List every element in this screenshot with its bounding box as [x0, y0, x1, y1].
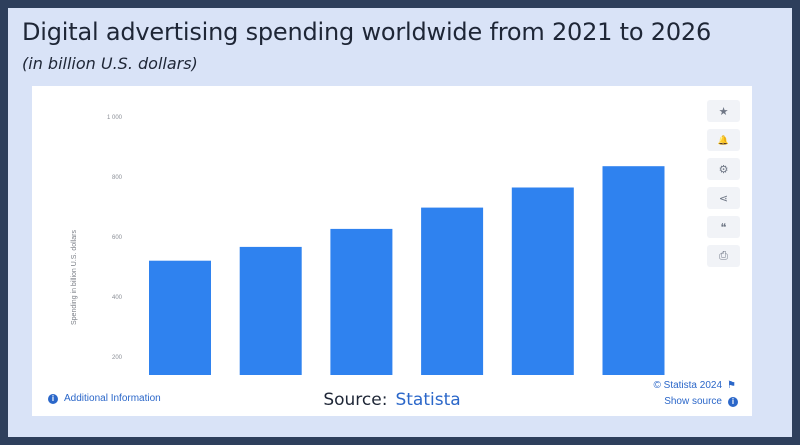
chart-panel: 200 400 600 800 1 000 Spending in billion U.…: [32, 86, 752, 416]
star-icon[interactable]: ★: [707, 100, 740, 122]
bar-2023[interactable]: [330, 228, 393, 375]
bar-2026[interactable]: [602, 166, 665, 375]
flag-icon: ⚑: [727, 380, 736, 391]
bar-2021[interactable]: [149, 260, 211, 375]
y-tick-label: 600: [112, 235, 123, 241]
show-source-label: Show source: [664, 396, 722, 407]
star-glyph: ★: [718, 105, 729, 118]
statista-credit[interactable]: © Statista 2024 ⚑: [654, 380, 737, 391]
source-label: Source:: [323, 390, 388, 410]
bar-chart: 200 400 600 800 1 000: [107, 115, 665, 376]
share-icon[interactable]: ⋖: [707, 187, 740, 209]
source-line: Source: Statista: [32, 390, 752, 410]
show-source-link[interactable]: Show source i: [664, 396, 738, 407]
additional-information-label: Additional Information: [64, 393, 161, 404]
gear-icon[interactable]: ⚙: [707, 158, 740, 180]
gear-glyph: ⚙: [718, 163, 729, 176]
bell-glyph: 🔔: [717, 134, 730, 145]
y-tick-label: 800: [112, 175, 123, 181]
bar-2024[interactable]: [421, 207, 484, 375]
y-axis-label: Spending in billion U.S. dollars: [71, 230, 78, 325]
chart-subtitle: (in billion U.S. dollars): [22, 54, 198, 73]
info-icon: i: [48, 393, 58, 404]
bar-2022[interactable]: [239, 246, 302, 375]
print-icon[interactable]: ⎙: [707, 245, 740, 267]
share-glyph: ⋖: [718, 192, 729, 205]
additional-information-link[interactable]: i Additional Information: [48, 393, 161, 404]
bar-2025[interactable]: [511, 187, 574, 376]
bell-icon[interactable]: 🔔: [707, 129, 740, 151]
y-tick-label: 1 000: [107, 115, 123, 121]
y-tick-label: 400: [112, 295, 123, 301]
info-icon: i: [728, 396, 738, 407]
credit-label: © Statista 2024: [653, 380, 723, 391]
quote-glyph: ❝: [720, 221, 727, 234]
chart-title: Digital advertising spending worldwide f…: [22, 18, 712, 46]
quote-icon[interactable]: ❝: [707, 216, 740, 238]
source-brand: Statista: [395, 390, 461, 410]
print-glyph: ⎙: [719, 249, 728, 262]
y-tick-label: 200: [112, 355, 123, 361]
